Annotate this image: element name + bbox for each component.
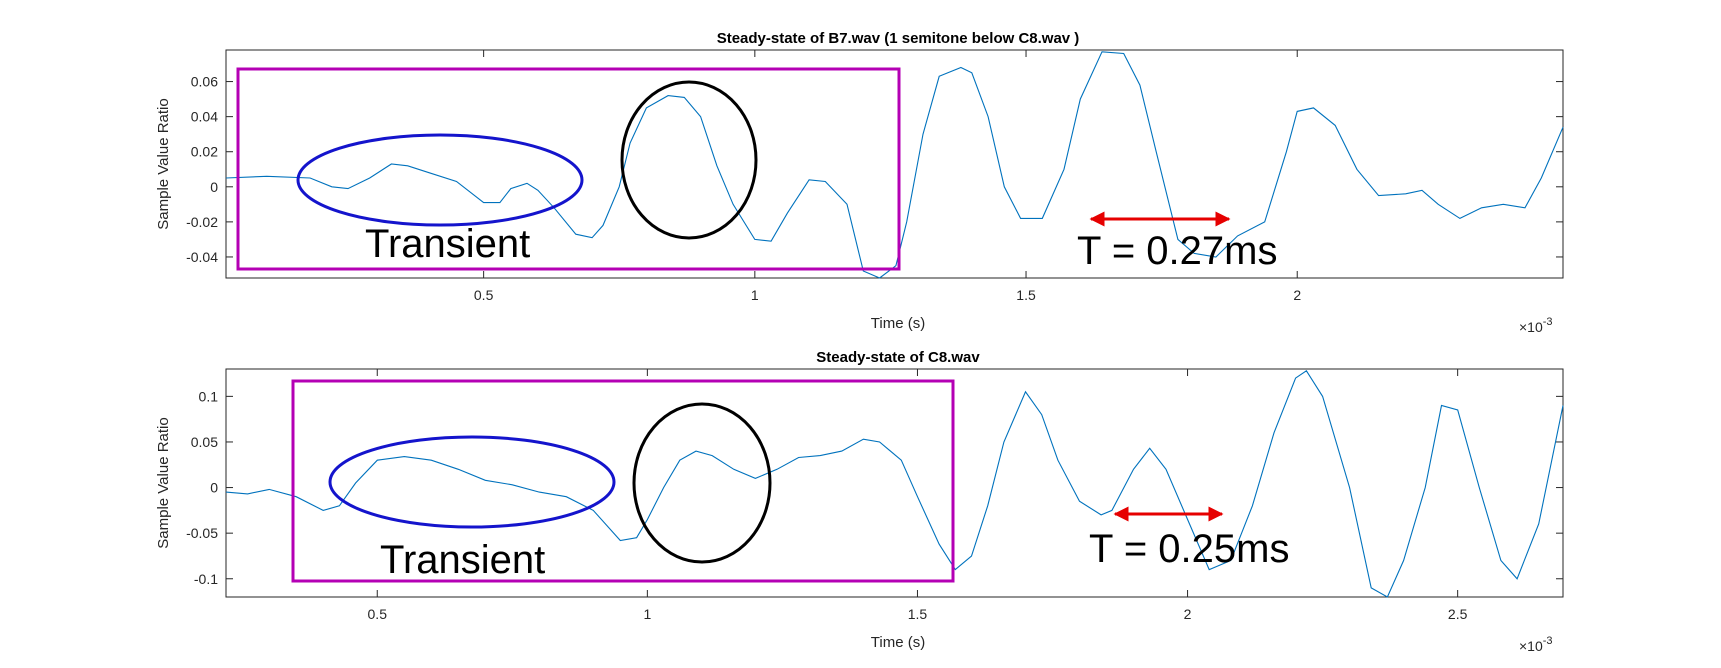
plot-bottom-xlabel: Time (s) — [871, 634, 925, 651]
plot-top-x-tick-label: 1.5 — [1016, 287, 1036, 303]
plot-bottom-x-tick-label: 1 — [643, 606, 651, 622]
plot-bottom-y-tick-label: 0 — [210, 480, 218, 496]
plot-bottom-x-tick-label: 2 — [1184, 606, 1192, 622]
plot-bottom-peak-ellipse — [632, 402, 772, 564]
plot-top-y-tick-label: -0.04 — [186, 249, 218, 265]
plot-top-axes-box — [225, 49, 1564, 279]
plot-bottom-x-exponent: ×10-3 — [1519, 635, 1553, 654]
plot-top-peak-ellipse — [620, 80, 758, 240]
plot-bottom-y-tick-label: -0.1 — [194, 571, 218, 587]
plot-bottom-x-exponent-base: ×10 — [1519, 638, 1543, 654]
plot-bottom-title: Steady-state of C8.wav — [816, 349, 980, 366]
plot-top: Steady-state of B7.wav (1 semitone below… — [155, 30, 1564, 335]
plot-bottom-y-tick-label: 0.1 — [199, 388, 219, 404]
plot-bottom-x-tick-label: 2.5 — [1448, 606, 1468, 622]
plot-bottom-y-tick-label: 0.05 — [191, 434, 218, 450]
plot-top-ylabel: Sample Value Ratio — [155, 98, 172, 229]
plot-bottom-ticks: 0.5 1 1.5 2 2.5 -0.1 -0.05 0 0.05 0.1 — [186, 369, 1563, 622]
plot-bottom-x-tick-label: 0.5 — [368, 606, 388, 622]
plot-top-y-tick-label: 0 — [210, 179, 218, 195]
plot-top-series-line — [225, 51, 1564, 279]
plot-bottom-transient-label: Transient — [380, 538, 545, 582]
plot-bottom-series-line — [225, 370, 1564, 598]
plot-top-title: Steady-state of B7.wav (1 semitone below… — [717, 30, 1080, 47]
plot-bottom: Steady-state of C8.wav 0.5 1 1.5 2 2.5 -0.1 -0… — [155, 349, 1564, 654]
plot-bottom-y-tick-label: -0.05 — [186, 525, 218, 541]
plot-top-period-label: T = 0.27ms — [1077, 229, 1277, 273]
plot-top-x-exponent-base: ×10 — [1519, 319, 1543, 335]
plot-bottom-transient-ellipse — [328, 435, 616, 529]
plot-top-x-tick-label: 0.5 — [474, 287, 494, 303]
plot-bottom-ylabel: Sample Value Ratio — [155, 417, 172, 548]
plot-top-transient-box — [236, 67, 901, 271]
plot-bottom-x-exponent-power: -3 — [1543, 635, 1553, 647]
plot-top-y-tick-label: -0.02 — [186, 214, 218, 230]
plot-top-y-tick-label: 0.06 — [191, 74, 218, 90]
plot-bottom-axes-box — [225, 368, 1564, 598]
plot-bottom-period-label: T = 0.25ms — [1089, 527, 1289, 571]
plot-top-x-exponent: ×10-3 — [1519, 316, 1553, 335]
plot-top-ticks: 0.5 1 1.5 2 -0.04 -0.02 0 0.02 0.04 0.06 — [186, 50, 1563, 303]
plot-top-transient-label: Transient — [365, 222, 530, 266]
plot-top-xlabel: Time (s) — [871, 315, 925, 332]
plot-bottom-x-tick-label: 1.5 — [908, 606, 928, 622]
plot-top-x-tick-label: 2 — [1293, 287, 1301, 303]
plot-top-y-tick-label: 0.02 — [191, 144, 218, 160]
plot-top-x-exponent-power: -3 — [1543, 316, 1553, 328]
plot-top-x-tick-label: 1 — [751, 287, 759, 303]
plot-top-transient-ellipse — [296, 133, 584, 227]
plot-bottom-transient-box — [291, 379, 955, 583]
plot-top-y-tick-label: 0.04 — [191, 109, 218, 125]
